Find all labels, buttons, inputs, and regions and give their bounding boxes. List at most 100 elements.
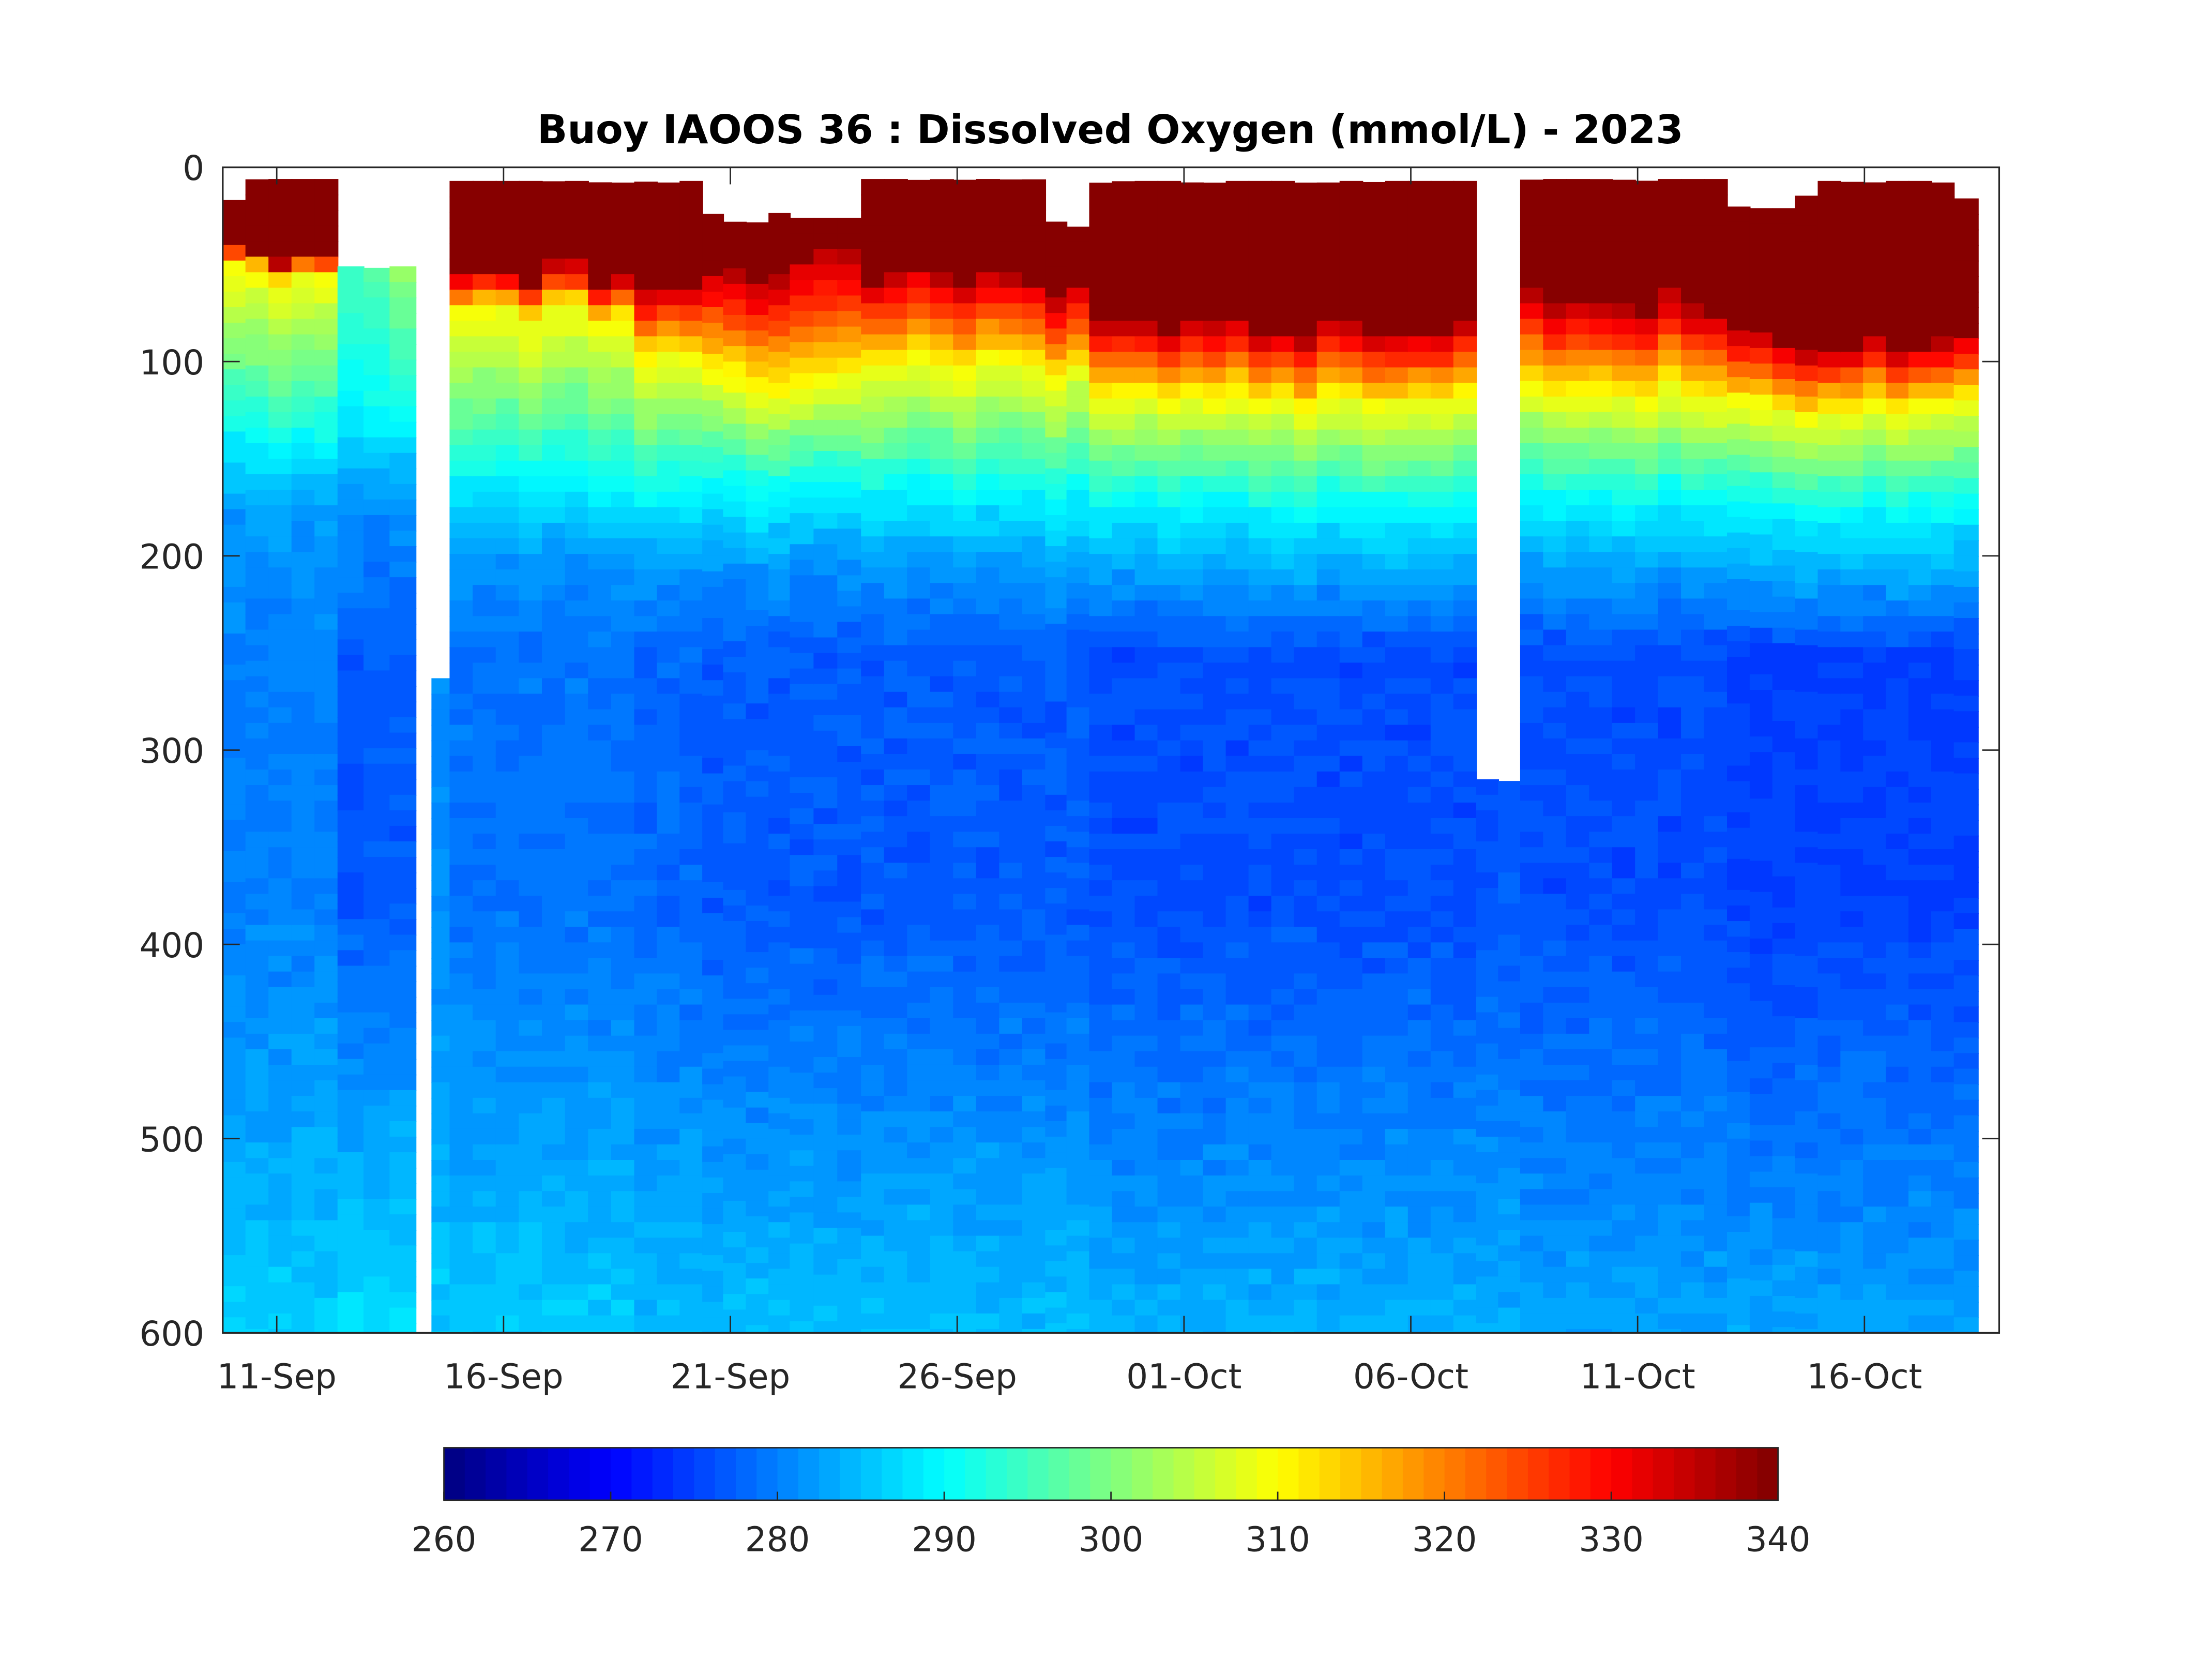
heatmap-cell	[268, 770, 293, 786]
heatmap-cell	[861, 722, 885, 740]
heatmap-cell	[1134, 911, 1159, 928]
heatmap-cell	[790, 1010, 815, 1027]
heatmap-cell	[1248, 1175, 1272, 1192]
heatmap-cell	[1362, 569, 1386, 586]
heatmap-cell	[976, 288, 1000, 305]
heatmap-cell	[861, 272, 885, 289]
heatmap-cell	[495, 896, 520, 912]
heatmap-cell	[363, 344, 391, 361]
heatmap-cell	[588, 1284, 612, 1301]
heatmap-cell	[1203, 491, 1227, 508]
heatmap-cell	[1066, 552, 1090, 569]
heatmap-cell	[1339, 973, 1363, 990]
heatmap-cell	[337, 375, 365, 392]
heatmap-cell	[1658, 210, 1682, 227]
heatmap-cell	[1180, 429, 1204, 446]
heatmap-cell	[1385, 522, 1409, 539]
heatmap-cell	[1658, 1080, 1682, 1097]
heatmap-cell	[1520, 381, 1544, 398]
heatmap-cell	[565, 259, 589, 275]
heatmap-cell	[702, 493, 724, 510]
heatmap-cell	[1726, 734, 1751, 751]
heatmap-cell	[588, 274, 612, 291]
heatmap-cell	[1658, 303, 1682, 320]
heatmap-cell	[1203, 1128, 1227, 1145]
heatmap-cell	[542, 259, 566, 275]
heatmap-cell	[222, 478, 247, 495]
heatmap-cell	[657, 1238, 680, 1255]
heatmap-cell	[1316, 1284, 1341, 1301]
heatmap-cell	[1772, 1171, 1796, 1188]
heatmap-cell	[1089, 693, 1113, 711]
heatmap-cell	[976, 1158, 1000, 1174]
heatmap-cell	[1453, 522, 1477, 539]
heatmap-cell	[1772, 1156, 1796, 1173]
heatmap-cell	[1316, 709, 1341, 726]
heatmap-cell	[495, 398, 520, 415]
heatmap-cell	[746, 439, 769, 456]
heatmap-cell	[519, 259, 543, 275]
heatmap-cell	[953, 863, 977, 880]
heatmap-cell	[1225, 662, 1250, 680]
heatmap-cell	[337, 266, 365, 283]
heatmap-cell	[1498, 1230, 1521, 1246]
heatmap-cell	[268, 1329, 293, 1334]
heatmap-cell	[1045, 810, 1068, 827]
heatmap-cell	[657, 647, 680, 664]
heatmap-cell	[1566, 1282, 1590, 1299]
heatmap-cell	[291, 567, 315, 584]
heatmap-cell	[813, 684, 838, 701]
heatmap-cell	[746, 1185, 769, 1202]
heatmap-cell	[1225, 460, 1250, 477]
heatmap-cell	[1566, 770, 1590, 786]
heatmap-cell	[723, 1309, 747, 1326]
heatmap-cell	[495, 942, 520, 959]
heatmap-cell	[634, 647, 658, 664]
heatmap-cell	[1658, 722, 1682, 740]
heatmap-cell	[953, 1251, 977, 1268]
heatmap-cell	[1022, 614, 1047, 631]
heatmap-cell	[884, 1204, 908, 1221]
heatmap-cell	[702, 307, 724, 324]
heatmap-cell	[1294, 445, 1318, 462]
heatmap-cell	[245, 785, 269, 802]
heatmap-cell	[1022, 878, 1047, 895]
heatmap-cell	[976, 1220, 1000, 1237]
heatmap-cell	[1681, 987, 1705, 1004]
heatmap-cell	[1658, 753, 1682, 771]
heatmap-cell	[1589, 319, 1613, 336]
heatmap-cell	[222, 1006, 247, 1023]
heatmap-cell	[1612, 614, 1636, 631]
heatmap-cell	[1045, 282, 1068, 298]
heatmap-cell	[1157, 1097, 1181, 1114]
heatmap-cell	[746, 1045, 769, 1062]
heatmap-cell	[679, 1222, 703, 1239]
heatmap-cell	[746, 393, 769, 409]
heatmap-cell	[768, 865, 791, 881]
heatmap-cell	[1362, 802, 1386, 819]
heatmap-cell	[1089, 1253, 1113, 1270]
heatmap-cell	[222, 1084, 247, 1101]
heatmap-cell	[1795, 722, 1819, 740]
heatmap-cell	[389, 406, 417, 423]
heatmap-cell	[1225, 554, 1250, 570]
heatmap-cell	[389, 1183, 417, 1200]
heatmap-cell	[1726, 393, 1751, 409]
heatmap-cell	[679, 1238, 703, 1255]
heatmap-cell	[1225, 1020, 1250, 1037]
heatmap-cell	[542, 554, 566, 570]
heatmap-cell	[245, 909, 269, 926]
heatmap-cell	[884, 521, 908, 537]
heatmap-cell	[1022, 1251, 1047, 1268]
heatmap-cell	[1385, 725, 1409, 742]
heatmap-cell	[999, 412, 1023, 429]
heatmap-cell	[1180, 398, 1204, 415]
heatmap-cell	[1271, 833, 1295, 850]
heatmap-cell	[449, 600, 474, 617]
heatmap-cell	[1066, 458, 1090, 475]
heatmap-cell	[999, 365, 1023, 382]
heatmap-cell	[1066, 801, 1090, 817]
heatmap-cell	[1430, 507, 1455, 524]
heatmap-cell	[611, 1128, 635, 1145]
heatmap-cell	[519, 973, 543, 990]
